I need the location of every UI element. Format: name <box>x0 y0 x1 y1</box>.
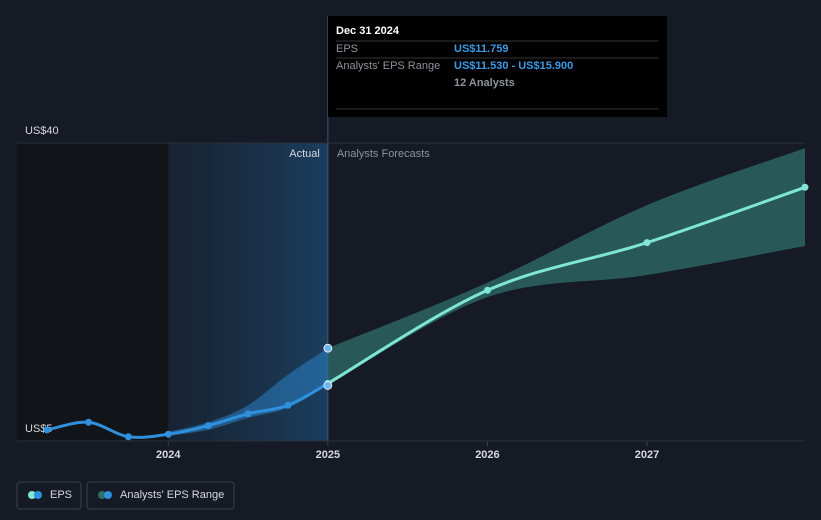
forecast-line <box>327 185 806 385</box>
tooltip-analysts: 12 Analysts <box>454 77 515 89</box>
legend-item[interactable] <box>86 481 235 510</box>
x-tick-label: 2025 <box>316 449 340 461</box>
eps-point <box>43 426 51 434</box>
legend: EPS Analysts' EPS Range <box>16 481 235 510</box>
tooltip-date: Dec 31 2024 <box>336 25 400 37</box>
range-band <box>327 148 805 386</box>
history-region <box>17 143 169 441</box>
tooltip-value: US$11.759 <box>454 43 508 55</box>
tooltip <box>328 16 667 117</box>
region-label: Actual <box>289 148 320 160</box>
eps-point <box>244 410 252 418</box>
eps-point <box>284 401 292 409</box>
x-tick-label: 2027 <box>635 449 659 461</box>
tooltip-label: EPS <box>336 43 358 55</box>
eps-point <box>124 433 132 441</box>
range-point <box>323 343 333 353</box>
legend-swatch <box>104 491 112 499</box>
legend-label: EPS <box>50 489 72 501</box>
eps-point <box>204 422 212 430</box>
eps-point <box>164 430 172 438</box>
forecast-point <box>643 239 651 247</box>
range-band <box>168 348 328 436</box>
legend-swatch <box>98 491 106 499</box>
legend-label: Analysts' EPS Range <box>120 489 224 501</box>
region-label: Analysts Forecasts <box>337 148 430 160</box>
x-tick-label: 2024 <box>156 449 181 461</box>
range-point <box>323 381 333 390</box>
y-tick-label: US$40 <box>25 125 59 137</box>
x-tick-label: 2026 <box>475 449 499 461</box>
tooltip-label: Analysts' EPS Range <box>336 60 440 72</box>
legend-item[interactable] <box>16 481 82 510</box>
eps-point <box>84 418 92 426</box>
forecast-point <box>483 286 491 294</box>
legend-swatch <box>34 491 42 499</box>
forecast-point <box>801 183 809 191</box>
actual-region <box>168 143 328 441</box>
tooltip-value: US$11.530 - US$15.900 <box>454 60 573 72</box>
legend-swatch <box>28 491 36 499</box>
